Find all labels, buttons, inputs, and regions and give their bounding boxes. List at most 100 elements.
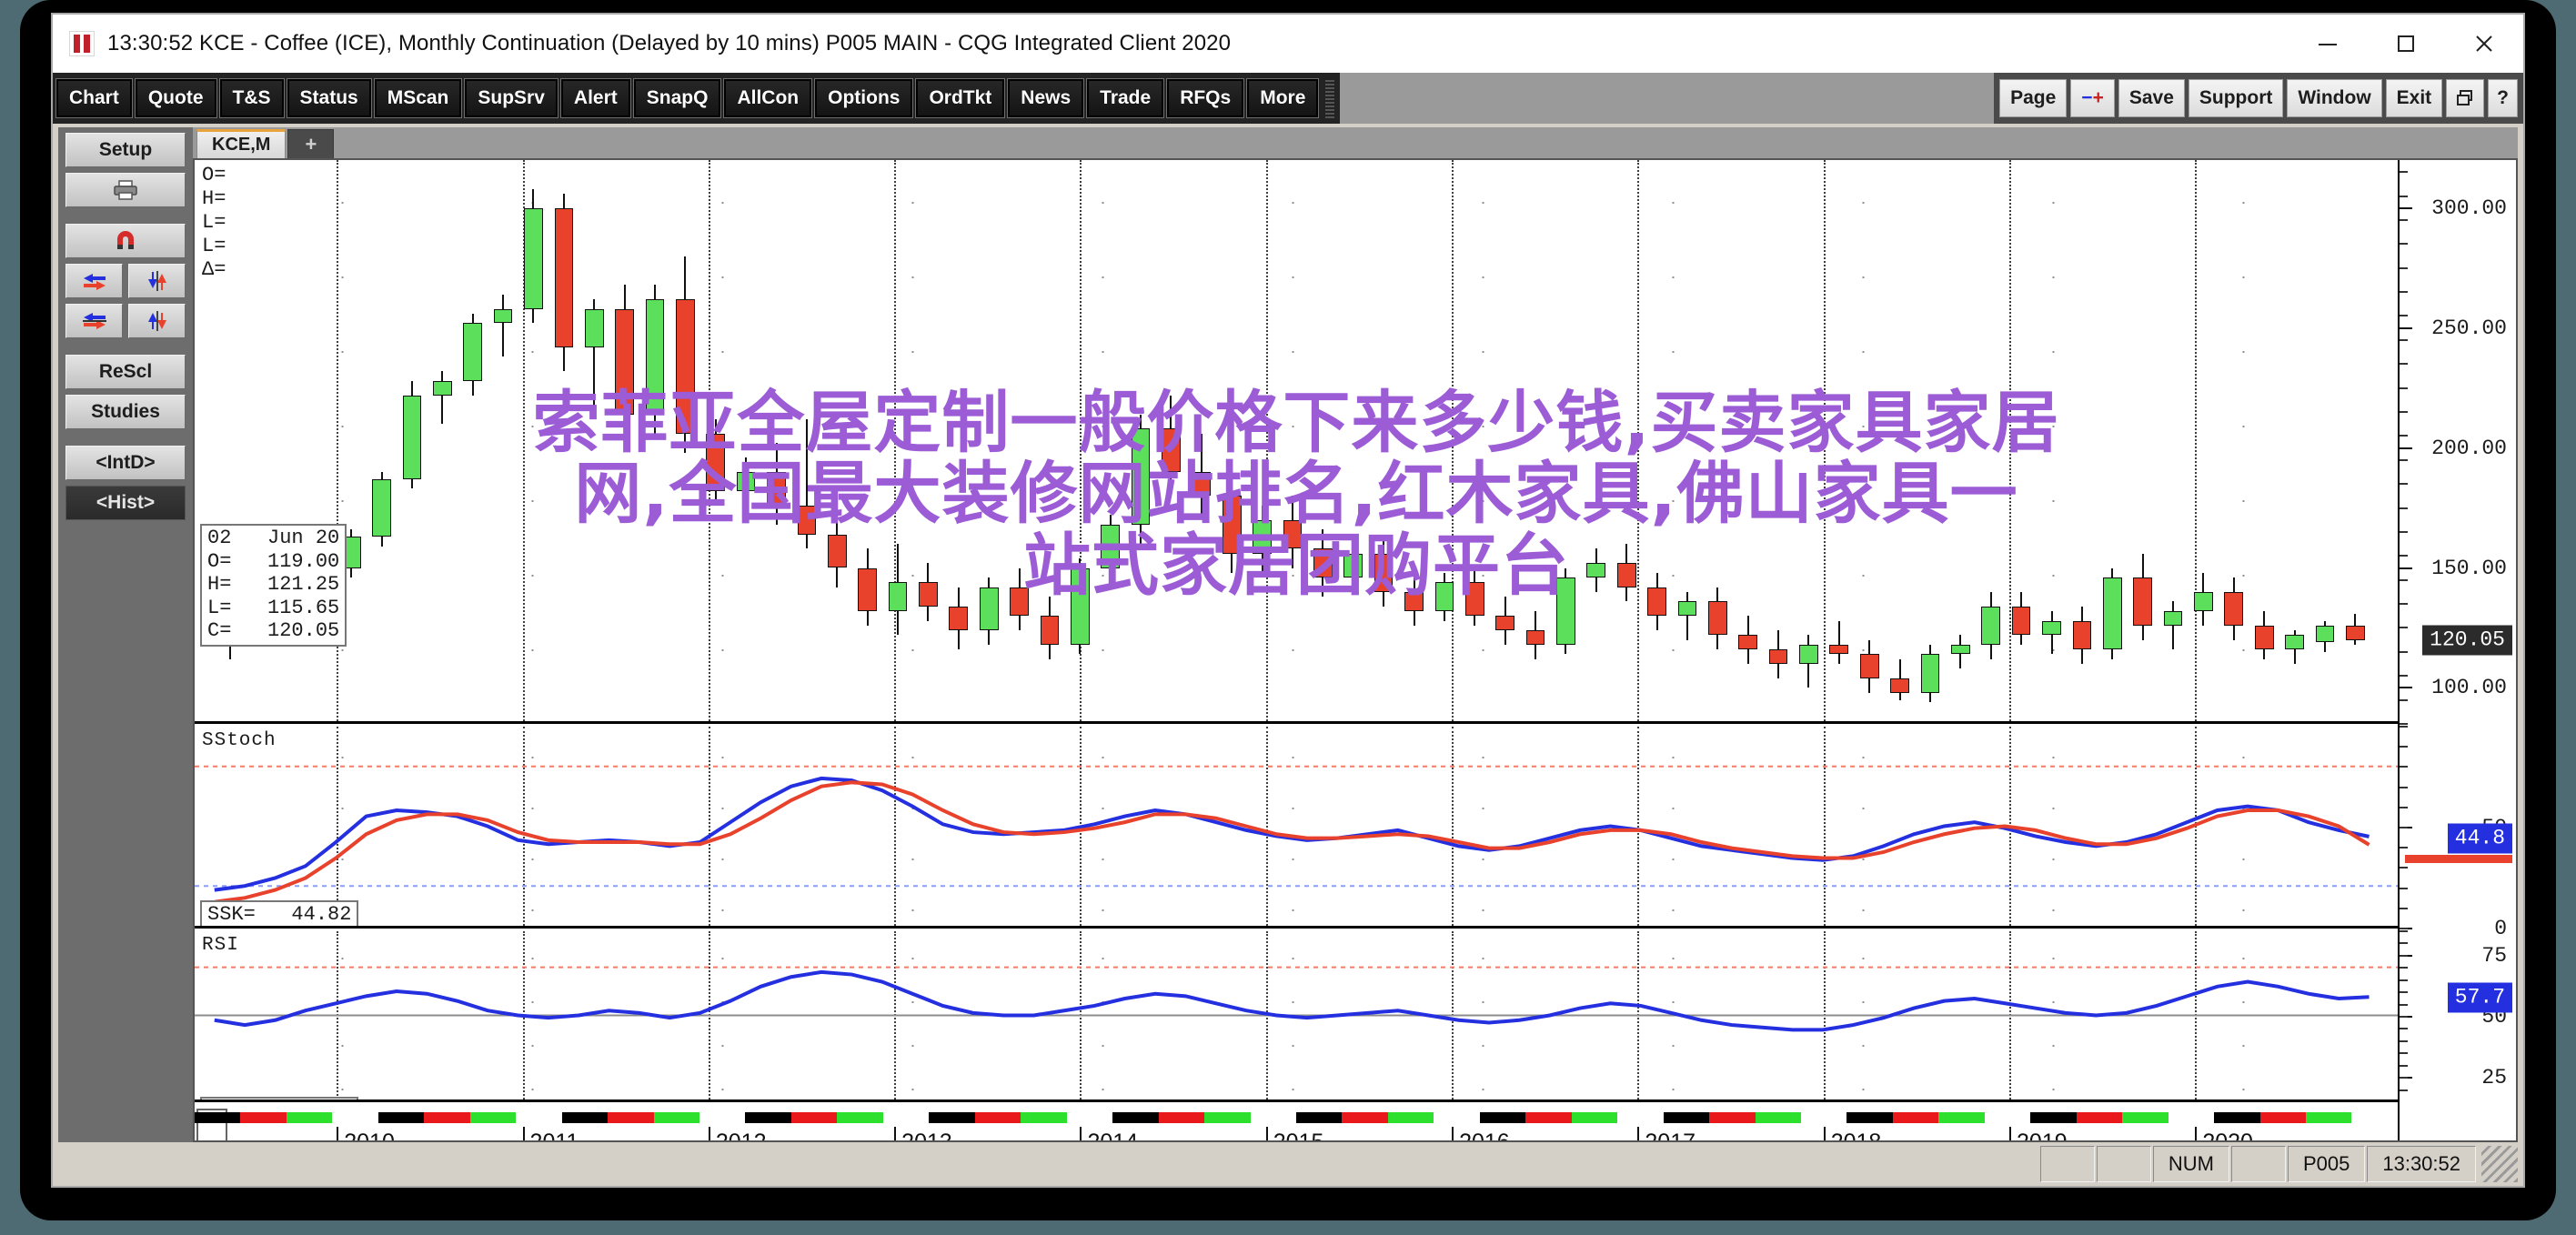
axis-value-badge[interactable]: 120.05 (2422, 625, 2512, 656)
maximize-icon[interactable] (2367, 15, 2445, 73)
date-segment (195, 1112, 378, 1123)
candle (2345, 160, 2365, 721)
series-ssd (215, 782, 2370, 901)
axis-tick (2400, 195, 2408, 197)
candle (2285, 160, 2304, 721)
gridline-vertical (1265, 160, 1268, 721)
close-icon[interactable] (2445, 15, 2523, 73)
date-segment (377, 1112, 562, 1123)
toolbar-button-mscan[interactable]: MScan (373, 78, 463, 118)
toolbar-drag-grip[interactable] (1325, 78, 1335, 118)
rsi-pane-label: RSI (202, 935, 239, 956)
resize-grip[interactable] (2481, 1146, 2518, 1182)
axis-tick (2400, 675, 2408, 678)
date-segment (1112, 1112, 1296, 1123)
candle (1556, 160, 1575, 721)
printer-icon[interactable] (65, 173, 186, 207)
toolbar-button-allcon[interactable]: AllCon (723, 78, 813, 118)
date-axis[interactable]: 2010 2011 2012 2013 2014 2015 2016 2017 2018 2019… (195, 1105, 2398, 1140)
toolbar-button-support[interactable]: Support (2188, 79, 2284, 117)
series-rsi (215, 972, 2370, 1029)
toolbar-button-status[interactable]: Status (286, 78, 372, 118)
sidebar-button-intraday[interactable]: <IntD> (65, 446, 186, 480)
axis-tick-label: 200.00 (2431, 436, 2507, 460)
minimize-icon[interactable] (2289, 15, 2367, 73)
candle (827, 160, 847, 721)
expand-vertical-icon[interactable] (128, 264, 186, 298)
value-axis[interactable]: 300.00250.00200.00150.00100.00120.055004… (2398, 160, 2516, 1140)
candle (1010, 160, 1029, 721)
question-mark-icon[interactable]: ? (2488, 79, 2518, 117)
gridline-vertical (708, 727, 710, 926)
stochastic-pane[interactable]: SStoch SSK= 44.82 SSD= 40.68 (195, 727, 2398, 929)
axis-tick (2400, 698, 2408, 701)
toolbar-button-chart[interactable]: Chart (55, 78, 133, 118)
toolbar-button-ts[interactable]: T&S (218, 78, 285, 118)
toolbar-button-rfqs[interactable]: RFQs (1166, 78, 1245, 118)
price-pane[interactable]: O= H= L= L= Δ= 02 Jun 20 O= 119.00 H= 12… (195, 160, 2398, 724)
toolbar-button-ordtkt[interactable]: OrdTkt (915, 78, 1006, 118)
toolbar-button-quote[interactable]: Quote (134, 78, 217, 118)
candle (1162, 160, 1181, 721)
magnet-icon[interactable] (65, 224, 186, 258)
window-title: 13:30:52 KCE - Coffee (ICE), Monthly Con… (107, 31, 1232, 55)
sidebar-button-studies[interactable]: Studies (65, 395, 186, 429)
candle (979, 160, 999, 721)
toolbar-button-page[interactable]: Page (1999, 79, 2068, 117)
sidebar-arrow-row-1 (65, 264, 186, 298)
sidebar-button-rescale[interactable]: ReScl (65, 355, 186, 389)
gridline-vertical (2009, 160, 2012, 721)
compress-horizontal-icon[interactable] (65, 304, 123, 338)
year-label: 2011 (522, 1127, 579, 1140)
candle (2194, 160, 2213, 721)
candle (1283, 160, 1303, 721)
compress-vertical-icon[interactable] (128, 304, 186, 338)
candle (1525, 160, 1545, 721)
year-label: 2018 (1823, 1127, 1881, 1140)
toolbar-button-zoom[interactable]: − + (2070, 79, 2115, 117)
candle (402, 160, 422, 721)
toolbar-button-save[interactable]: Save (2118, 79, 2185, 117)
candle (1222, 160, 1242, 721)
rsi-pane[interactable]: RSI RSI= 57.65 (195, 931, 2398, 1102)
toolbar-button-exit[interactable]: Exit (2385, 79, 2443, 117)
toolbar-button-news[interactable]: News (1007, 78, 1085, 118)
toolbar-button-alert[interactable]: Alert (559, 78, 631, 118)
axis-tick (2400, 578, 2408, 581)
shift-left-icon[interactable] (65, 264, 123, 298)
axis-tick (2400, 435, 2408, 437)
plot-area[interactable]: O= H= L= L= Δ= 02 Jun 20 O= 119.00 H= 12… (195, 160, 2398, 1140)
candle (676, 160, 695, 721)
axis-tick (2400, 567, 2412, 569)
chart-canvas[interactable]: O= H= L= L= Δ= 02 Jun 20 O= 119.00 H= 12… (193, 158, 2518, 1142)
toolbar-button-window[interactable]: Window (2287, 79, 2382, 117)
axis-tick (2400, 603, 2408, 606)
gridline-vertical (1823, 727, 1826, 926)
candle (858, 160, 878, 721)
candle (2042, 160, 2061, 721)
gridline-vertical (1265, 727, 1268, 926)
gridline-vertical (522, 160, 525, 721)
sidebar-button-setup[interactable]: Setup (65, 133, 186, 167)
axis-tick (2400, 411, 2408, 414)
gridline-vertical (1452, 727, 1454, 926)
toolbar-button-supsrv[interactable]: SupSrv (464, 78, 558, 118)
axis-tick (2400, 1052, 2408, 1055)
ohlc-quote-box: 02 Jun 20 O= 119.00 H= 121.25 L= 115.65 … (200, 524, 347, 647)
sidebar-button-history[interactable]: <Hist> (65, 486, 186, 520)
axis-value-badge[interactable]: 57.7 (2447, 982, 2512, 1013)
axis-tick (2400, 1039, 2408, 1042)
axis-value-badge[interactable]: 44.8 (2447, 823, 2512, 854)
candle (797, 160, 817, 721)
restore-window-icon[interactable] (2446, 79, 2485, 117)
date-segment (1846, 1112, 2031, 1123)
tab-add-new[interactable]: + (287, 129, 335, 158)
sidebar-divider (65, 213, 186, 218)
year-label: 2015 (1265, 1127, 1323, 1140)
toolbar-button-more[interactable]: More (1246, 78, 1320, 118)
toolbar-button-options[interactable]: Options (814, 78, 914, 118)
tab-kce-monthly[interactable]: KCE,M (196, 129, 287, 158)
toolbar-button-snapq[interactable]: SnapQ (632, 78, 722, 118)
toolbar-button-trade[interactable]: Trade (1086, 78, 1165, 118)
axis-tick (2400, 1077, 2408, 1079)
